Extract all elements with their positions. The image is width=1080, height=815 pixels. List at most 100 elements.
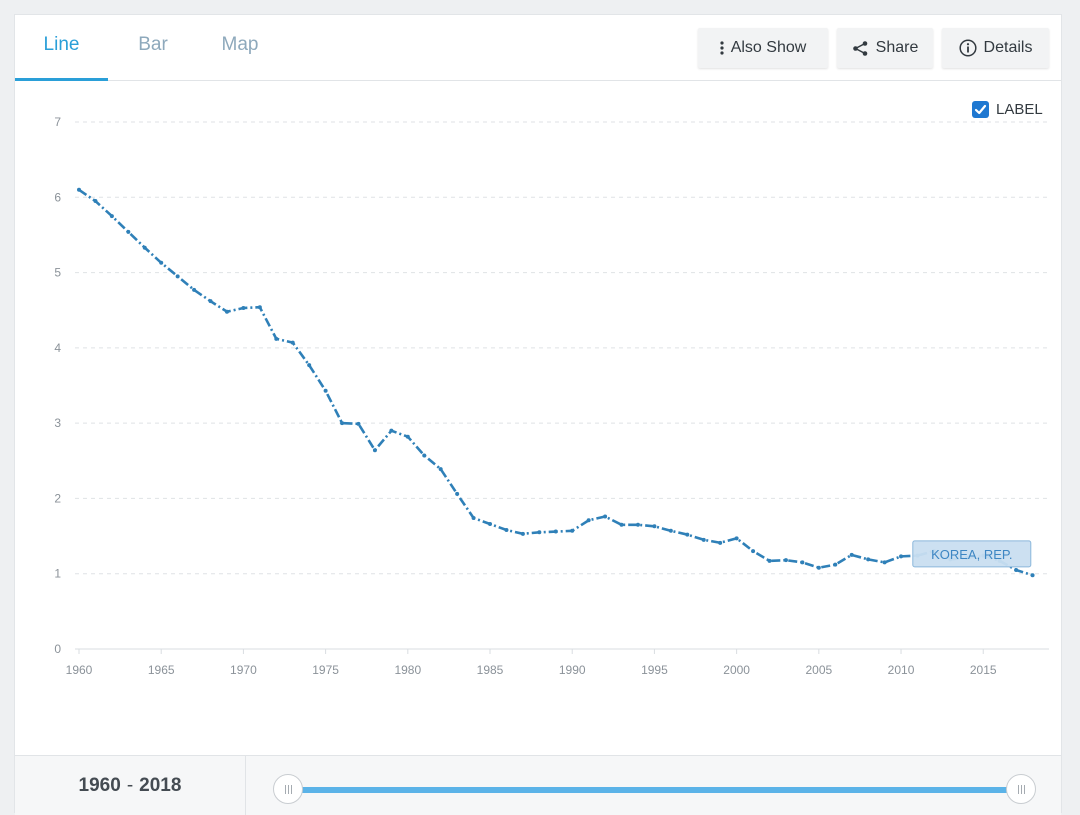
x-tick-label: 2015 <box>970 663 997 677</box>
series-label-box <box>912 540 1032 568</box>
data-point[interactable] <box>159 260 164 265</box>
data-point[interactable] <box>833 562 838 567</box>
data-point[interactable] <box>93 199 98 204</box>
data-point[interactable] <box>77 187 81 192</box>
data-point[interactable] <box>899 554 904 559</box>
details-label: Details <box>983 39 1033 56</box>
data-point[interactable] <box>635 522 640 527</box>
series <box>77 187 1035 578</box>
data-point[interactable] <box>767 558 772 563</box>
data-point[interactable] <box>734 536 739 541</box>
x-tick-label: 2000 <box>723 663 750 677</box>
data-point[interactable] <box>619 522 624 527</box>
line-chart: 0 1 2 3 4 5 6 7 1960 1965 1970 1975 1980 1985 1990 1995… <box>54 115 1049 677</box>
label-toggle[interactable]: LABEL <box>972 101 1043 118</box>
range-start: 1960 <box>78 774 121 796</box>
data-point[interactable] <box>241 305 246 310</box>
data-point[interactable] <box>701 537 706 542</box>
data-point[interactable] <box>274 336 279 341</box>
data-point[interactable] <box>816 565 821 570</box>
data-point[interactable] <box>290 340 295 345</box>
data-point[interactable] <box>504 528 509 533</box>
y-tick-label: 7 <box>54 115 61 129</box>
data-point[interactable] <box>389 428 394 433</box>
year-range-display: 1960 - 2018 <box>15 756 246 815</box>
data-point[interactable] <box>668 528 673 533</box>
data-point[interactable] <box>586 518 591 523</box>
data-point[interactable] <box>866 557 871 562</box>
data-point[interactable] <box>471 516 476 521</box>
data-point[interactable] <box>1030 573 1035 578</box>
data-point[interactable] <box>882 560 887 565</box>
data-point[interactable] <box>422 453 427 458</box>
data-point[interactable] <box>307 363 312 368</box>
range-slider-track[interactable] <box>289 787 1021 793</box>
y-tick-label: 5 <box>54 266 61 280</box>
data-point[interactable] <box>455 491 460 496</box>
y-tick-label: 6 <box>54 190 61 204</box>
y-tick-label: 4 <box>54 341 61 355</box>
data-point[interactable] <box>652 524 657 529</box>
data-point[interactable] <box>685 532 690 537</box>
data-point[interactable] <box>488 522 493 527</box>
chart-card: Line Bar Map Also Show Share Details <box>14 14 1062 815</box>
data-point[interactable] <box>438 467 443 472</box>
data-point[interactable] <box>224 309 229 314</box>
more-vertical-icon <box>720 41 724 55</box>
y-tick-label: 1 <box>54 567 61 581</box>
x-tick-label: 1995 <box>641 663 668 677</box>
range-end-handle[interactable] <box>1006 774 1036 804</box>
data-point[interactable] <box>718 540 723 545</box>
series-labels: KOREA, REP. <box>912 540 1032 568</box>
data-point[interactable] <box>1014 567 1019 572</box>
data-point[interactable] <box>553 529 558 534</box>
tab-line[interactable]: Line <box>15 15 108 81</box>
data-point[interactable] <box>405 434 410 439</box>
share-icon <box>852 40 867 56</box>
y-tick-label: 2 <box>54 491 61 505</box>
label-toggle-text: LABEL <box>996 101 1043 118</box>
x-tick-label: 1970 <box>230 663 257 677</box>
data-point[interactable] <box>372 448 377 453</box>
data-point[interactable] <box>537 530 542 535</box>
data-point[interactable] <box>520 531 525 536</box>
label-checkbox[interactable] <box>972 101 989 118</box>
data-point[interactable] <box>109 214 114 219</box>
data-point[interactable] <box>175 274 180 279</box>
details-button[interactable]: Details <box>942 28 1049 68</box>
range-end: 2018 <box>139 774 182 796</box>
range-start-handle[interactable] <box>273 774 303 804</box>
gridlines <box>75 121 1049 650</box>
data-point[interactable] <box>142 245 147 250</box>
data-point[interactable] <box>257 305 262 310</box>
data-point[interactable] <box>783 558 788 563</box>
x-tick-label: 1985 <box>477 663 504 677</box>
data-point[interactable] <box>849 552 854 557</box>
share-button[interactable]: Share <box>837 28 933 68</box>
data-point[interactable] <box>323 388 328 393</box>
time-range-bar: 1960 - 2018 <box>15 755 1061 815</box>
data-point[interactable] <box>751 549 756 554</box>
y-tick-label: 0 <box>54 642 61 656</box>
data-point[interactable] <box>126 229 131 234</box>
tab-map[interactable]: Map <box>221 34 259 55</box>
data-point[interactable] <box>192 287 197 292</box>
data-point[interactable] <box>570 528 575 533</box>
y-tick-label: 3 <box>54 416 61 430</box>
x-tick-label: 1960 <box>66 663 93 677</box>
series-line <box>78 188 1033 577</box>
also-show-button[interactable]: Also Show <box>698 28 828 68</box>
check-icon <box>974 104 987 115</box>
x-tick-label: 1990 <box>559 663 586 677</box>
x-tick-label: 2005 <box>805 663 832 677</box>
also-show-label: Also Show <box>730 39 807 56</box>
range-separator: - <box>126 774 134 796</box>
data-point[interactable] <box>208 299 213 304</box>
share-label: Share <box>875 39 919 56</box>
x-tick-label: 1980 <box>394 663 421 677</box>
data-point[interactable] <box>356 421 361 426</box>
data-point[interactable] <box>340 421 345 426</box>
tab-bar[interactable]: Bar <box>138 34 168 55</box>
data-point[interactable] <box>603 514 608 519</box>
data-point[interactable] <box>800 560 805 565</box>
